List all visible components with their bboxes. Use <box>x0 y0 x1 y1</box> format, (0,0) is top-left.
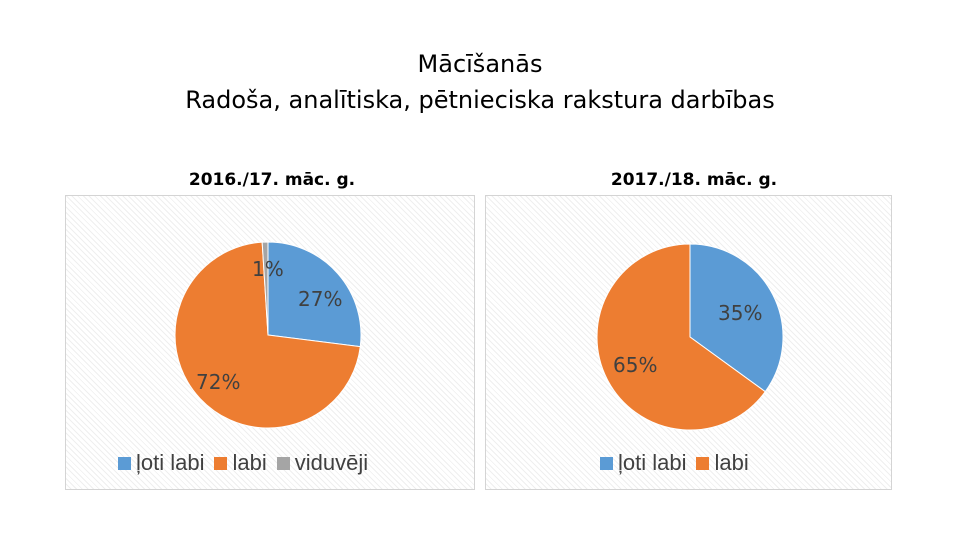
legend-item: viduvēji <box>276 450 369 476</box>
chart-2-title: 2017./18. māc. g. <box>610 170 778 190</box>
pie-slice-1 <box>267 241 362 348</box>
chart-1-legend: ļoti labi labi viduvēji <box>118 450 378 476</box>
pie-slice-2 <box>174 241 361 429</box>
legend-label: labi <box>714 450 749 475</box>
data-label-2: 72% <box>196 370 240 394</box>
legend-label: labi <box>232 450 267 475</box>
data-label-2: 65% <box>613 353 657 377</box>
legend-item: ļoti labi <box>600 450 686 476</box>
title-line-1: Mācīšanās <box>417 50 543 78</box>
data-label-1: 35% <box>718 301 762 325</box>
pie-slice-2 <box>596 243 766 431</box>
legend-label: ļoti labi <box>136 450 205 475</box>
pie-slice-3 <box>261 241 269 336</box>
legend-label: viduvēji <box>294 450 369 475</box>
legend-swatch-icon <box>600 456 613 470</box>
legend-swatch-icon <box>696 456 710 470</box>
chart-1-title: 2016./17. māc. g. <box>188 170 356 190</box>
pie-slice-1 <box>689 243 784 393</box>
legend-label: ļoti labi <box>618 450 687 475</box>
legend-swatch-icon <box>276 456 290 470</box>
legend-swatch-icon <box>118 456 131 470</box>
chart-2-legend: ļoti labi labi <box>600 450 759 476</box>
legend-item: labi <box>696 450 749 476</box>
legend-swatch-icon <box>214 456 228 470</box>
data-label-1: 27% <box>298 287 342 311</box>
legend-item: ļoti labi <box>118 450 204 476</box>
legend-item: labi <box>214 450 267 476</box>
title-line-2: Radoša, analītiska, pētnieciska rakstura… <box>185 86 775 114</box>
data-label-3: 1% <box>252 257 284 281</box>
